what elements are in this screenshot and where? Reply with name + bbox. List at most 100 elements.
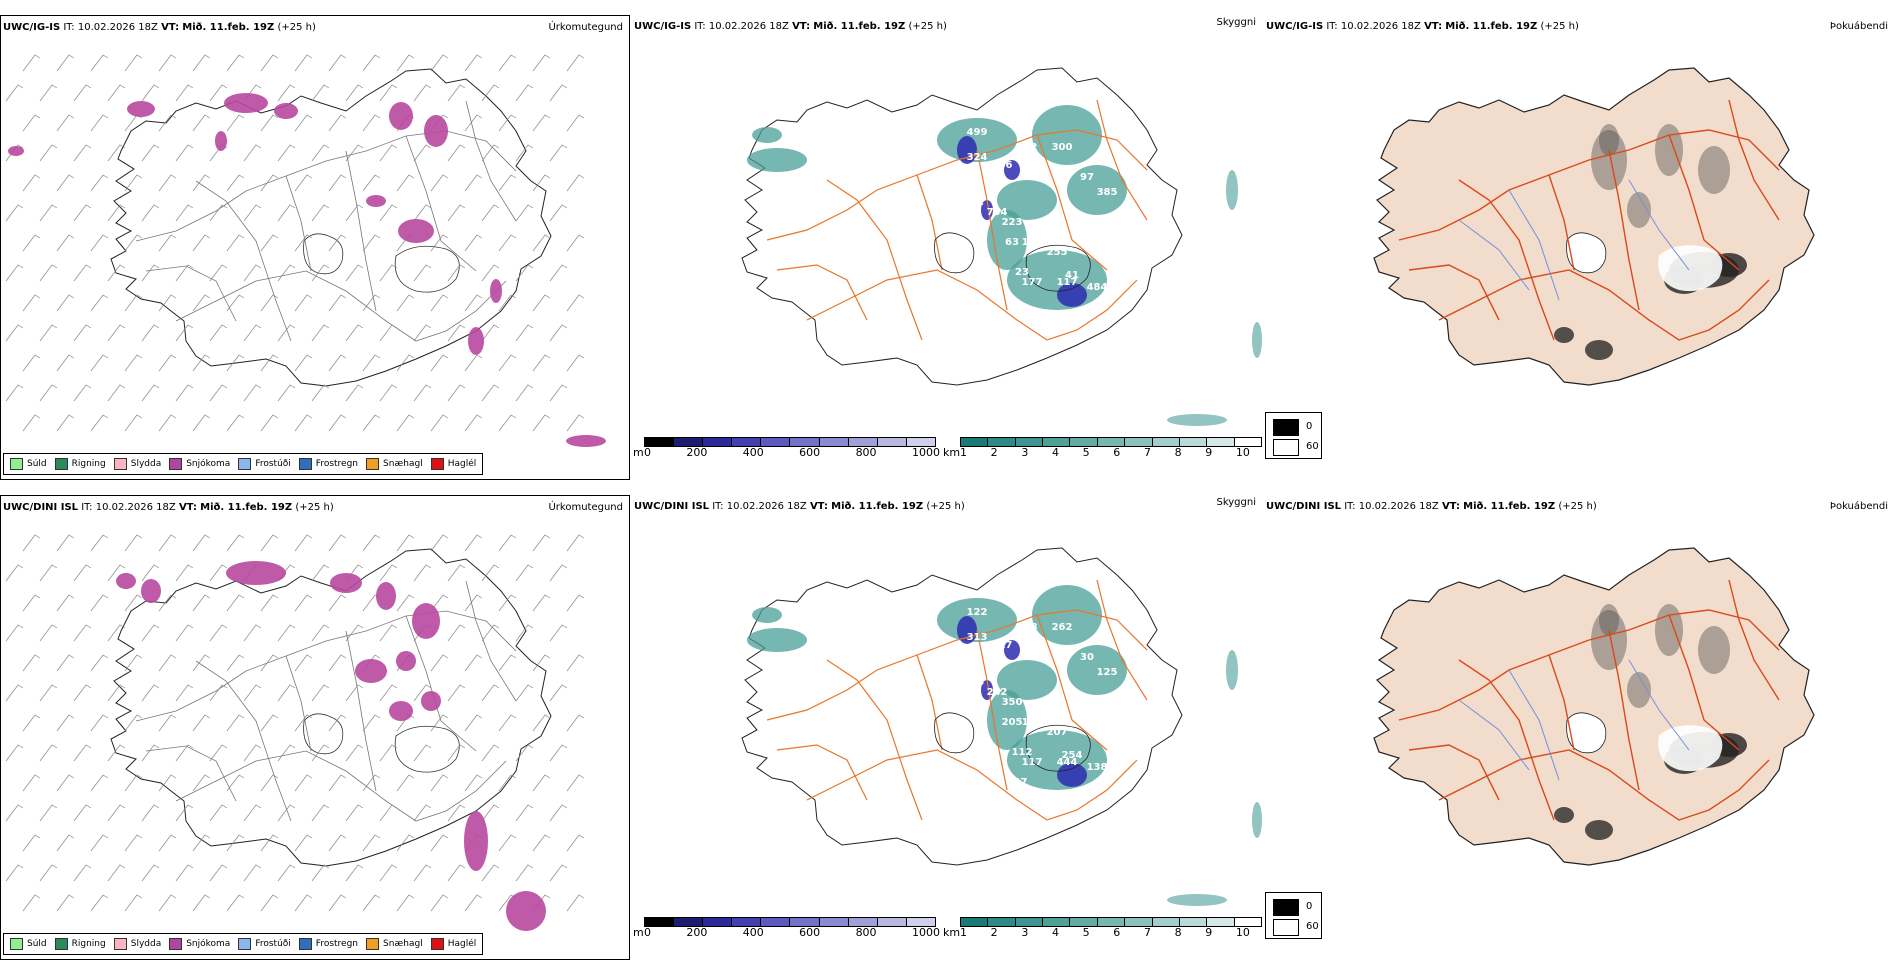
- wind-barb: [277, 744, 296, 762]
- iceland-land: [1373, 67, 1815, 386]
- snowfall-area: [398, 219, 434, 243]
- wind-barb: [464, 354, 483, 372]
- wind-barb: [447, 384, 466, 402]
- wind-barb: [396, 354, 415, 372]
- road: [1728, 99, 1780, 221]
- ceiling-value-label: 117: [1022, 757, 1043, 768]
- wind-barb: [566, 594, 585, 612]
- wind-barb: [328, 414, 347, 432]
- visibility-panel-bottom: UWC/DINI ISL IT: 10.02.2026 18Z VT: Mið.…: [632, 495, 1262, 960]
- wind-barb: [107, 264, 126, 282]
- wind-barb: [379, 564, 398, 582]
- wind-barb: [430, 834, 449, 852]
- snowfall-area: [506, 891, 546, 931]
- wind-barb: [549, 684, 568, 702]
- road: [175, 270, 507, 342]
- wind-barb: [243, 744, 262, 762]
- wind-barb: [566, 114, 585, 132]
- wind-barb: [5, 264, 24, 282]
- wind-barb: [107, 864, 126, 882]
- wind-barb: [294, 114, 313, 132]
- wind-barb: [158, 414, 177, 432]
- wind-barb: [464, 414, 483, 432]
- wind-barb: [158, 354, 177, 372]
- fog-shade: [1599, 604, 1619, 636]
- ceiling-value-label: 30: [1080, 652, 1094, 663]
- legend-item: Snjókoma: [169, 938, 230, 950]
- road: [285, 655, 312, 752]
- river: [1628, 179, 1690, 271]
- snowfall-area: [396, 651, 416, 671]
- road: [916, 174, 943, 271]
- ceiling-value-label: 350: [1002, 697, 1023, 708]
- wind-barb: [192, 234, 211, 252]
- fog-map: [1373, 67, 1815, 386]
- colorbar-segment: [906, 438, 935, 446]
- colorbar-segment: [906, 918, 935, 926]
- wind-barb: [141, 264, 160, 282]
- road: [766, 129, 1148, 241]
- road: [1408, 264, 1500, 321]
- legend-swatch: [430, 938, 444, 950]
- wind-barb: [430, 594, 449, 612]
- wind-barb: [498, 594, 517, 612]
- ceiling-value-label: 41: [1065, 270, 1079, 281]
- colorbar-tick: 1: [960, 926, 967, 939]
- legend-item: Snæhagl: [366, 938, 423, 950]
- fog-shade: [1599, 124, 1619, 156]
- ceiling-value-label: 300: [1052, 142, 1073, 153]
- visibility-area: [752, 127, 782, 143]
- snowfall-area: [366, 195, 386, 207]
- wind-barb: [566, 834, 585, 852]
- low-ceiling-area: [1004, 640, 1020, 660]
- wind-barb: [328, 834, 347, 852]
- colorbar-tick: 0: [644, 446, 651, 459]
- wind-barb: [73, 864, 92, 882]
- wind-barb: [124, 294, 143, 312]
- ceiling-value-label: 63: [1005, 237, 1019, 248]
- wind-barb: [328, 654, 347, 672]
- legend-swatch: [10, 938, 23, 950]
- wind-barb: [277, 804, 296, 822]
- wind-barb: [379, 384, 398, 402]
- wind-barb: [396, 294, 415, 312]
- wind-barb: [413, 84, 432, 102]
- snowfall-area: [412, 603, 440, 639]
- road: [1728, 579, 1780, 701]
- wind-barb: [447, 204, 466, 222]
- wind-barb: [345, 684, 364, 702]
- colorbar-segment: [1207, 438, 1235, 446]
- wind-barb: [260, 114, 279, 132]
- panel-name: Úrkomutegund: [548, 22, 623, 33]
- road: [1608, 629, 1640, 791]
- wind-barb: [498, 54, 517, 72]
- wind-barb: [56, 114, 75, 132]
- wind-barb: [328, 354, 347, 372]
- wind-barb: [39, 84, 58, 102]
- ceiling-value-label: 242: [987, 687, 1008, 698]
- wind-barb: [90, 534, 109, 552]
- wind-barb: [22, 594, 41, 612]
- wind-barb: [481, 204, 500, 222]
- wind-barb: [260, 654, 279, 672]
- wind-barb: [345, 384, 364, 402]
- road: [195, 180, 292, 342]
- road: [766, 609, 1148, 721]
- wind-barb: [260, 834, 279, 852]
- wind-barb: [413, 684, 432, 702]
- wind-barb: [481, 384, 500, 402]
- ceiling-colorbar: [644, 917, 936, 927]
- visibility-area: [937, 598, 1017, 642]
- fog-dense: [1554, 807, 1574, 823]
- wind-barb: [328, 594, 347, 612]
- wind-barb: [277, 264, 296, 282]
- wind-barb: [158, 534, 177, 552]
- colorbar-segment: [877, 918, 907, 926]
- wind-barb: [311, 684, 330, 702]
- wind-barb: [243, 864, 262, 882]
- wind-barb: [90, 234, 109, 252]
- legend-item: Súld: [10, 938, 47, 950]
- legend-swatch: [298, 938, 312, 950]
- snowfall-area: [224, 93, 268, 113]
- wind-barb: [124, 774, 143, 792]
